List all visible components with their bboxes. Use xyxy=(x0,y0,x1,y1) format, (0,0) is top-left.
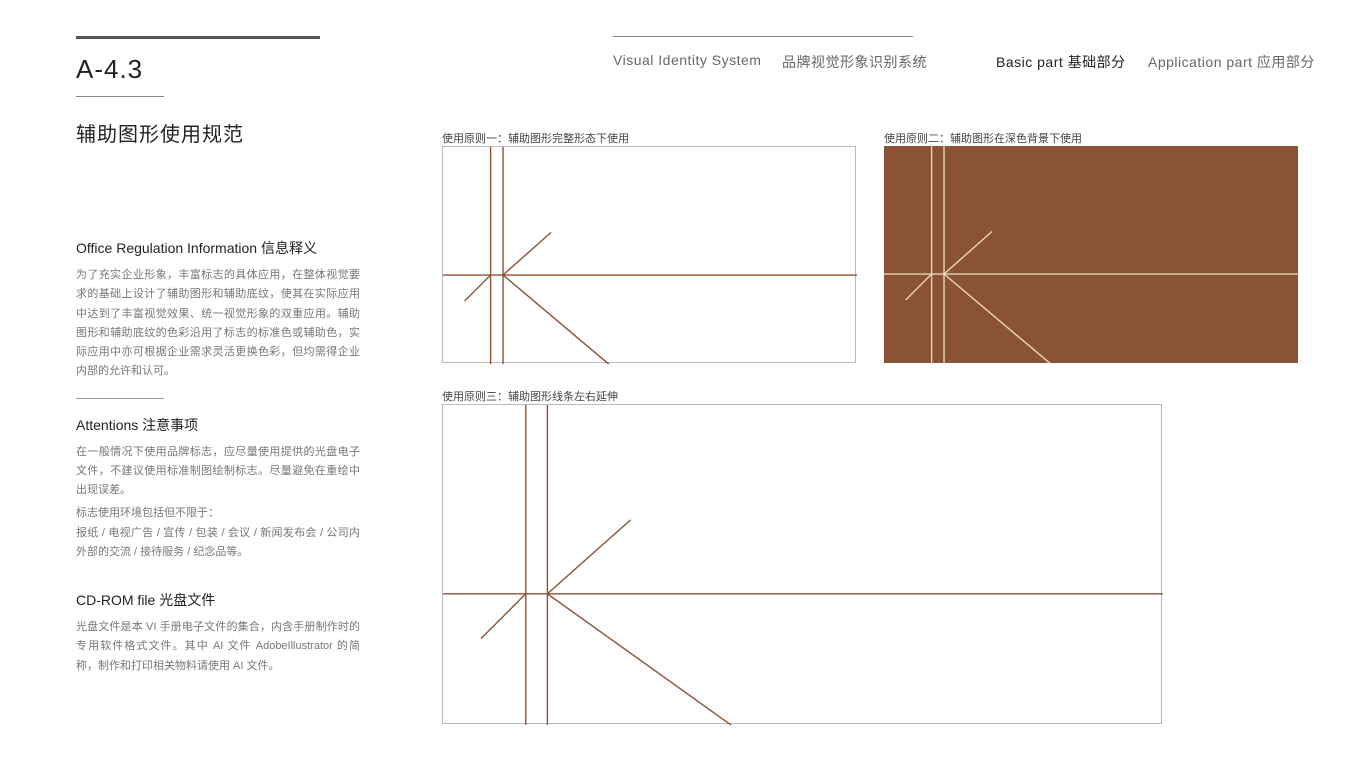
section-info-heading: Office Regulation Information 信息释义 xyxy=(76,238,360,258)
section-att-body-3: 报纸 / 电视广告 / 宣传 / 包装 / 会议 / 新闻发布会 / 公司内外部… xyxy=(76,524,360,563)
header-basic: Basic part 基础部分 xyxy=(996,52,1126,72)
page-title: 辅助图形使用规范 xyxy=(76,118,244,147)
top-rule-mid xyxy=(613,36,913,37)
section-att-body-1: 在一般情况下使用品牌标志，应尽量使用提供的光盘电子文件，不建议使用标准制图绘制标… xyxy=(76,443,360,501)
figure-2-box xyxy=(884,146,1298,363)
section-divider-1 xyxy=(76,398,164,399)
figure-2-label: 使用原则二：辅助图形在深色背景下使用 xyxy=(884,130,1082,146)
figure-1-label: 使用原则一：辅助图形完整形态下使用 xyxy=(442,130,629,146)
figure-1-box xyxy=(442,146,856,363)
top-rule-left xyxy=(76,36,320,39)
side-column: Office Regulation Information 信息释义 为了充实企… xyxy=(76,238,360,676)
figure-3-label: 使用原则三：辅助图形线条左右延伸 xyxy=(442,388,618,404)
header-vis-cn: 品牌视觉形象识别系统 xyxy=(782,52,927,72)
section-cd-heading: CD-ROM file 光盘文件 xyxy=(76,590,360,610)
header-application: Application part 应用部分 xyxy=(1148,52,1315,72)
section-info-body: 为了充实企业形象，丰富标志的具体应用，在整体视觉要求的基础上设计了辅助图形和辅助… xyxy=(76,266,360,382)
section-att-body-2: 标志使用环境包括但不限于： xyxy=(76,504,360,523)
header-vis-en: Visual Identity System xyxy=(613,52,761,68)
figure-3-box xyxy=(442,404,1162,724)
section-att-heading: Attentions 注意事项 xyxy=(76,415,360,435)
page-code: A-4.3 xyxy=(76,54,143,85)
section-cd-body: 光盘文件是本 VI 手册电子文件的集合，内含手册制作时的专用软件格式文件。其中 … xyxy=(76,618,360,676)
page-code-rule xyxy=(76,96,164,97)
